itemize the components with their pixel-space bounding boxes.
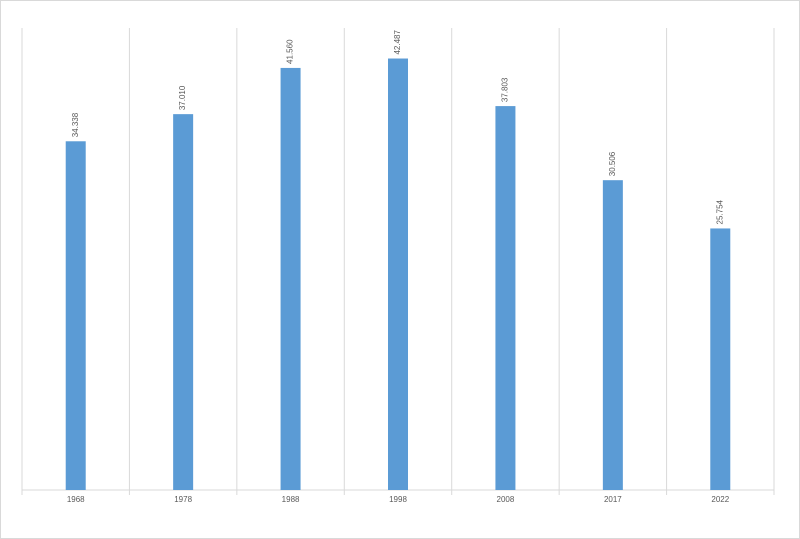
x-tick-label: 2022: [711, 495, 729, 504]
bar: [173, 114, 194, 491]
bar: [280, 67, 301, 490]
x-tick-label: 1998: [389, 495, 407, 504]
bar: [495, 106, 516, 490]
data-label: 25.754: [715, 199, 724, 224]
data-label: 37.010: [178, 85, 187, 110]
bar: [710, 228, 731, 490]
x-tick-label: 1968: [67, 495, 85, 504]
x-tick-label: 2017: [604, 495, 622, 504]
bar: [602, 180, 623, 490]
x-tick-label: 1978: [174, 495, 192, 504]
x-tick-label: 2008: [497, 495, 515, 504]
data-label: 34.338: [71, 112, 80, 137]
data-label: 37.803: [501, 77, 510, 102]
data-label: 30.506: [608, 151, 617, 176]
data-label: 42.487: [393, 30, 402, 55]
bar: [388, 58, 408, 491]
bar: [65, 141, 86, 490]
data-label: 41.560: [286, 39, 295, 64]
x-tick-label: 1988: [282, 495, 300, 504]
